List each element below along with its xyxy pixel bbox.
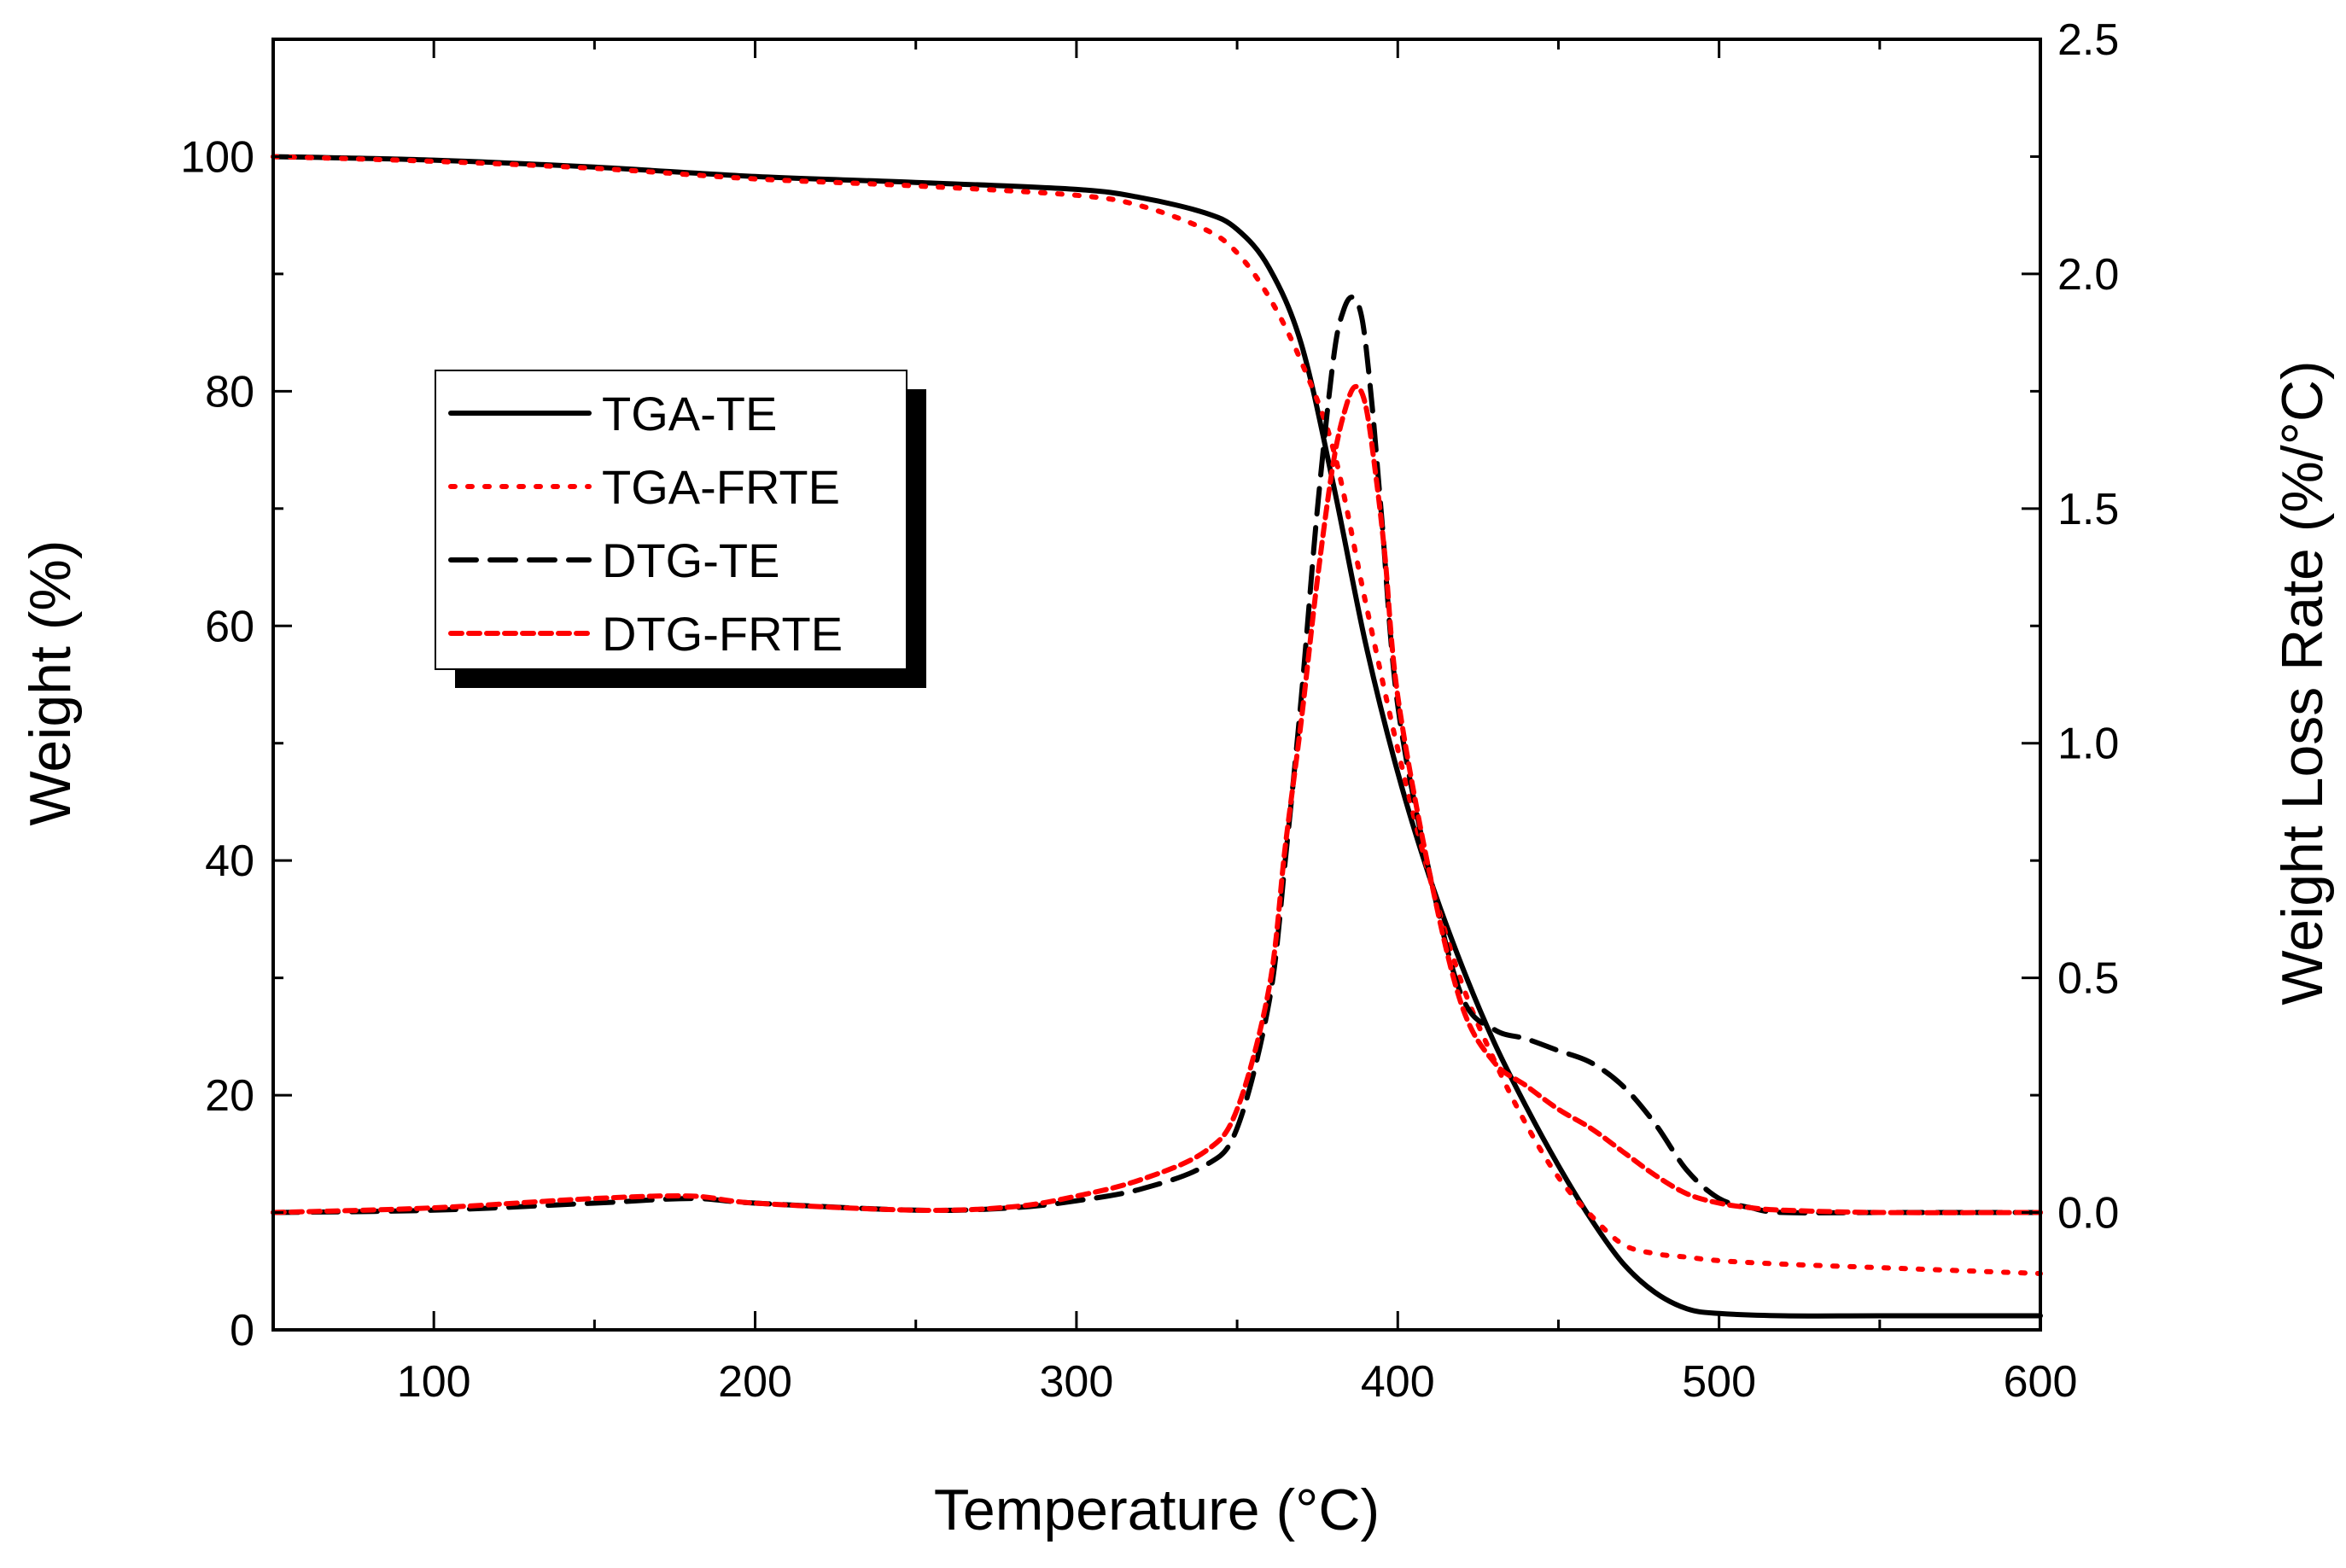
plot-frame: [271, 38, 2042, 1332]
x-tick-label-100: 100: [397, 1357, 471, 1407]
legend-label-tga-frte: TGA-FRTE: [602, 460, 840, 514]
y-left-tick-label-40: 40: [205, 836, 254, 886]
axis-ticks: 100 200 300 400 500 600 0 20 40 60 80 100 0.0 0.5 1.0 1…: [180, 15, 2119, 1407]
series-line-dtg-frte: [271, 383, 2043, 1215]
x-tick-label-200: 200: [718, 1357, 792, 1407]
y-right-tick-label-2.5: 2.5: [2057, 15, 2119, 65]
legend-items: TGA-TE TGA-FRTE DTG-TE DTG-FRTE: [448, 387, 843, 661]
x-tick-label-400: 400: [1361, 1357, 1435, 1407]
y-axis-left-title: Weight (%): [18, 539, 83, 825]
x-tick-label-600: 600: [2004, 1357, 2078, 1407]
y-right-tick-label-1: 1.0: [2057, 720, 2119, 769]
x-tick-label-300: 300: [1040, 1357, 1114, 1407]
y-left-tick-label-100: 100: [180, 132, 254, 182]
curves-layer: [271, 154, 2043, 1319]
x-tick-label-500: 500: [1682, 1357, 1756, 1407]
legend-label-dtg-te: DTG-TE: [602, 533, 779, 587]
y-right-tick-label-0.5: 0.5: [2057, 954, 2119, 1004]
y-left-tick-label-20: 20: [205, 1071, 254, 1121]
y-right-tick-label-0: 0.0: [2057, 1189, 2119, 1239]
y-left-tick-label-0: 0: [230, 1306, 254, 1355]
y-right-tick-label-1.5: 1.5: [2057, 485, 2119, 534]
x-axis-title: Temperature (°C): [934, 1478, 1380, 1542]
y-axis-right-title: Weight Loss Rate (%/°C): [2270, 360, 2335, 1005]
legend-label-tga-te: TGA-TE: [602, 387, 777, 440]
legend-label-dtg-frte: DTG-FRTE: [602, 607, 843, 661]
y-right-tick-label-2: 2.0: [2057, 250, 2119, 300]
series-line-tga-te: [271, 154, 2043, 1319]
series-line-tga-frte: [271, 154, 2043, 1276]
legend: TGA-TE TGA-FRTE DTG-TE DTG-FRTE: [435, 370, 926, 688]
y-left-tick-label-80: 80: [205, 367, 254, 417]
legend-box: [435, 370, 907, 670]
y-left-tick-label-60: 60: [205, 602, 254, 651]
